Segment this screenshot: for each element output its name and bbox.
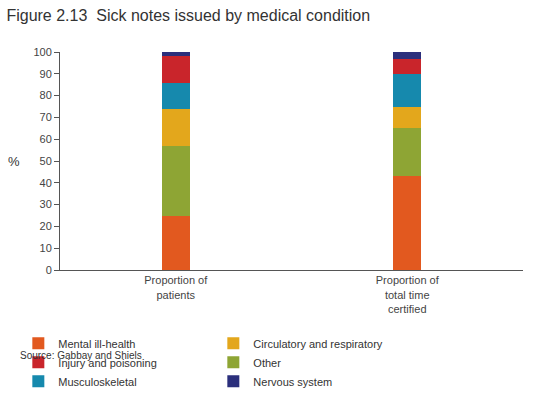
svg-text:10: 10 [40,242,52,254]
svg-text:Figure 2.13 Sick notes issued: Figure 2.13 Sick notes issued by medical… [6,7,370,24]
svg-text:Other: Other [253,357,281,369]
svg-text:Nervous system: Nervous system [253,376,332,388]
svg-text:Mental ill-health: Mental ill-health [58,338,135,350]
svg-text:50: 50 [40,155,52,167]
svg-text:70: 70 [40,111,52,123]
svg-text:%: % [8,154,20,169]
svg-text:90: 90 [40,68,52,80]
svg-text:20: 20 [40,220,52,232]
svg-text:40: 40 [40,177,52,189]
svg-text:Circulatory and respiratory: Circulatory and respiratory [253,338,382,350]
svg-text:Proportion ofpatients: Proportion ofpatients [144,274,208,300]
svg-text:Source: Gabbay and Shiels: Source: Gabbay and Shiels [20,350,142,361]
svg-text:Musculoskeletal: Musculoskeletal [58,376,136,388]
svg-text:0: 0 [46,264,52,276]
svg-text:80: 80 [40,89,52,101]
svg-text:30: 30 [40,198,52,210]
svg-text:60: 60 [40,133,52,145]
svg-text:Injury and poisoning: Injury and poisoning [58,357,156,369]
svg-text:100: 100 [33,46,51,58]
svg-text:Proportion oftotal timecertifi: Proportion oftotal timecertified [376,274,440,315]
